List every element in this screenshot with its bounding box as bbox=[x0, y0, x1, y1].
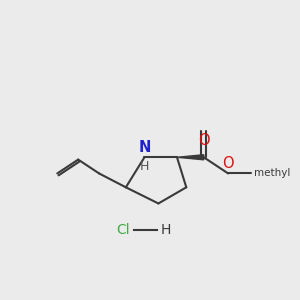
Text: O: O bbox=[198, 133, 209, 148]
Text: Cl: Cl bbox=[117, 223, 130, 237]
Text: O: O bbox=[222, 156, 234, 171]
Text: methyl: methyl bbox=[254, 168, 290, 178]
Text: N: N bbox=[138, 140, 151, 155]
Polygon shape bbox=[177, 155, 204, 160]
Text: H: H bbox=[160, 223, 171, 237]
Text: H: H bbox=[140, 160, 149, 172]
